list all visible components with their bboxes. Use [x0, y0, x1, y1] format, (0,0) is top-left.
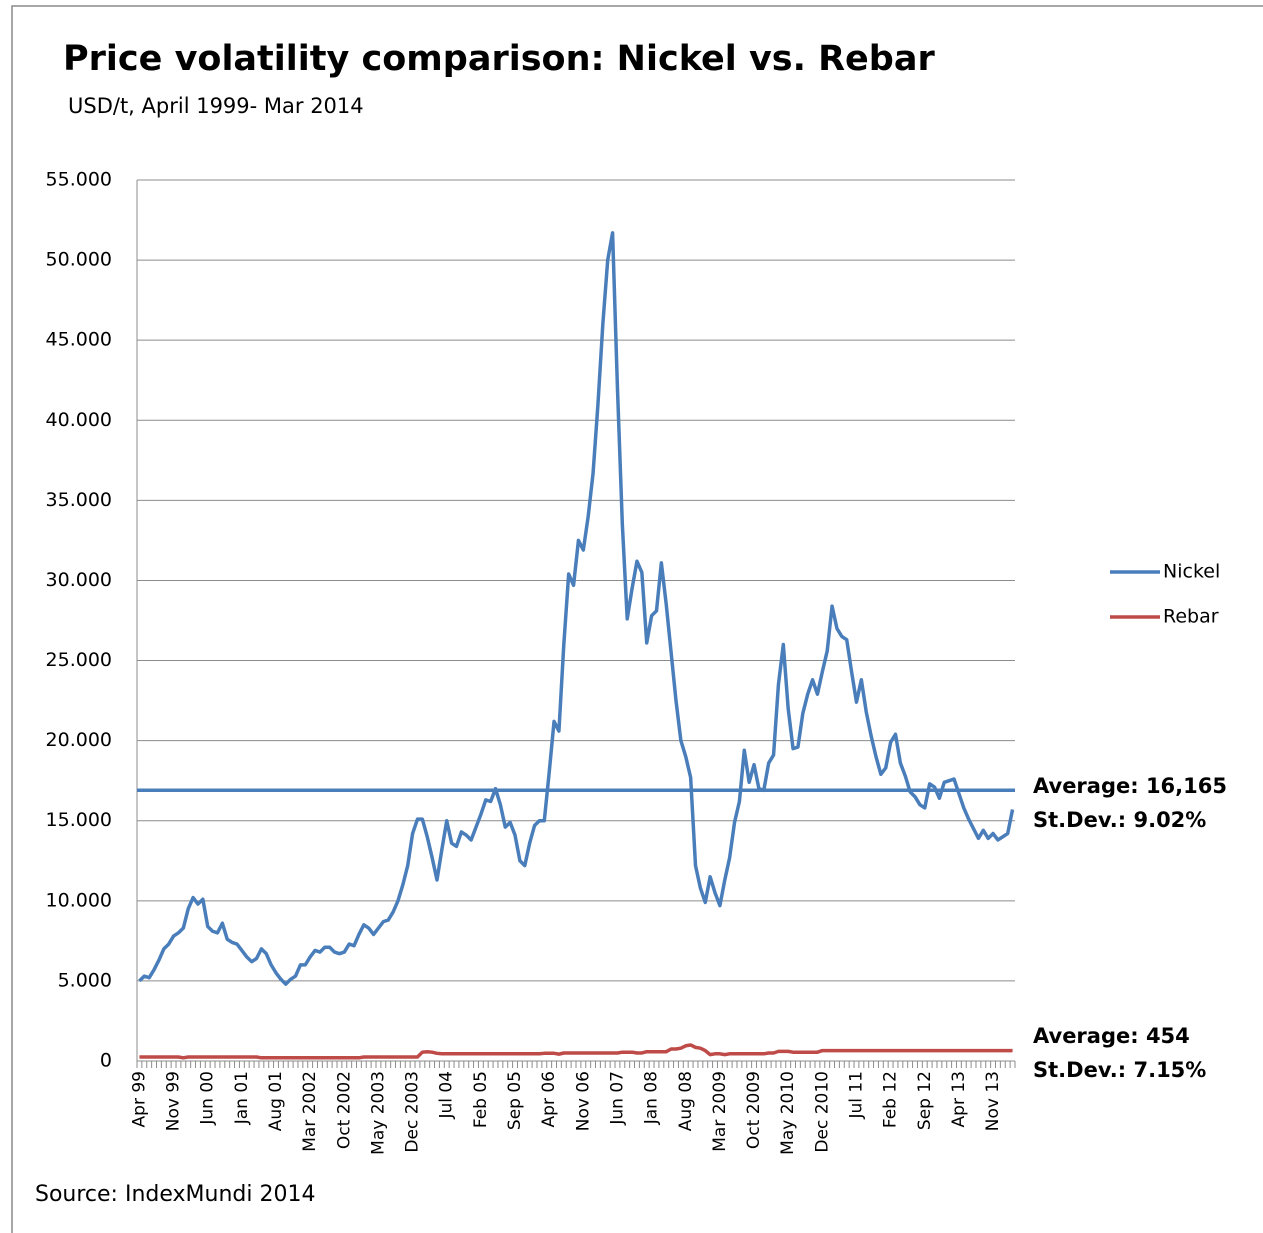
x-tick-label: Jan 01: [232, 1071, 252, 1125]
chart-title: Price volatility comparison: Nickel vs. …: [63, 39, 935, 79]
frame: [11, 5, 1263, 1233]
x-tick-label: Jun 00: [198, 1071, 218, 1126]
series-line: [138, 231, 1015, 986]
chart-subtitle: USD/t, April 1999- Mar 2014: [68, 94, 364, 118]
x-tick-label: May 2003: [368, 1071, 388, 1155]
y-tick-label: 50.000: [46, 249, 112, 271]
x-tick-label: Nov 06: [573, 1071, 593, 1131]
x-tick-label: Feb 05: [471, 1071, 491, 1128]
y-tick-label: 40.000: [46, 409, 112, 431]
legend-label: Nickel: [1163, 561, 1220, 583]
y-tick-label: 0: [100, 1050, 112, 1072]
x-tick-label: Jul 11: [846, 1071, 866, 1120]
x-tick-label: Jan 08: [642, 1071, 662, 1125]
y-tick-label: 15.000: [46, 809, 112, 831]
x-tick-label: Nov 13: [983, 1071, 1003, 1131]
y-tick-label: 30.000: [46, 569, 112, 591]
x-tick-label: Jun 07: [607, 1071, 627, 1126]
x-tick-label: Aug 08: [676, 1071, 696, 1131]
y-tick-label: 20.000: [46, 729, 112, 751]
series-line: [139, 1043, 1013, 1060]
x-tick-label: Mar 2002: [300, 1071, 320, 1152]
x-tick-label: Feb 12: [881, 1071, 901, 1128]
x-tick-label: Dec 2010: [812, 1071, 832, 1153]
source: Source: IndexMundi 2014: [35, 1182, 315, 1207]
x-tick-label: Apr 99: [129, 1071, 149, 1127]
x-tick-label: Aug 01: [266, 1071, 286, 1131]
x-tick-label: Apr 06: [539, 1071, 559, 1127]
y-tick-label: 5.000: [58, 969, 112, 991]
x-tick-label: Oct 2009: [744, 1071, 764, 1149]
legend-label: Rebar: [1163, 606, 1219, 628]
y-tick-label: 45.000: [46, 329, 112, 351]
x-tick-label: Mar 2009: [710, 1071, 730, 1152]
annotation: Average: 454: [1033, 1024, 1190, 1048]
y-tick-label: 25.000: [46, 649, 112, 671]
x-tick-label: Apr 13: [949, 1071, 969, 1127]
x-tick-label: Oct 2002: [334, 1071, 354, 1149]
x-tick-label: Jul 04: [437, 1071, 457, 1120]
x-tick-label: Sep 05: [505, 1071, 525, 1130]
annotation: St.Dev.: 7.15%: [1033, 1058, 1206, 1082]
x-tick-label: Sep 12: [915, 1071, 935, 1130]
x-tick-label: Dec 2003: [403, 1071, 423, 1153]
annotation: St.Dev.: 9.02%: [1033, 808, 1206, 832]
annotation: Average: 16,165: [1033, 774, 1227, 798]
y-tick-label: 35.000: [46, 489, 112, 511]
x-tick-label: May 2010: [778, 1071, 798, 1155]
x-tick-label: Nov 99: [164, 1071, 184, 1131]
y-tick-label: 55.000: [46, 169, 112, 191]
y-tick-label: 10.000: [46, 889, 112, 911]
